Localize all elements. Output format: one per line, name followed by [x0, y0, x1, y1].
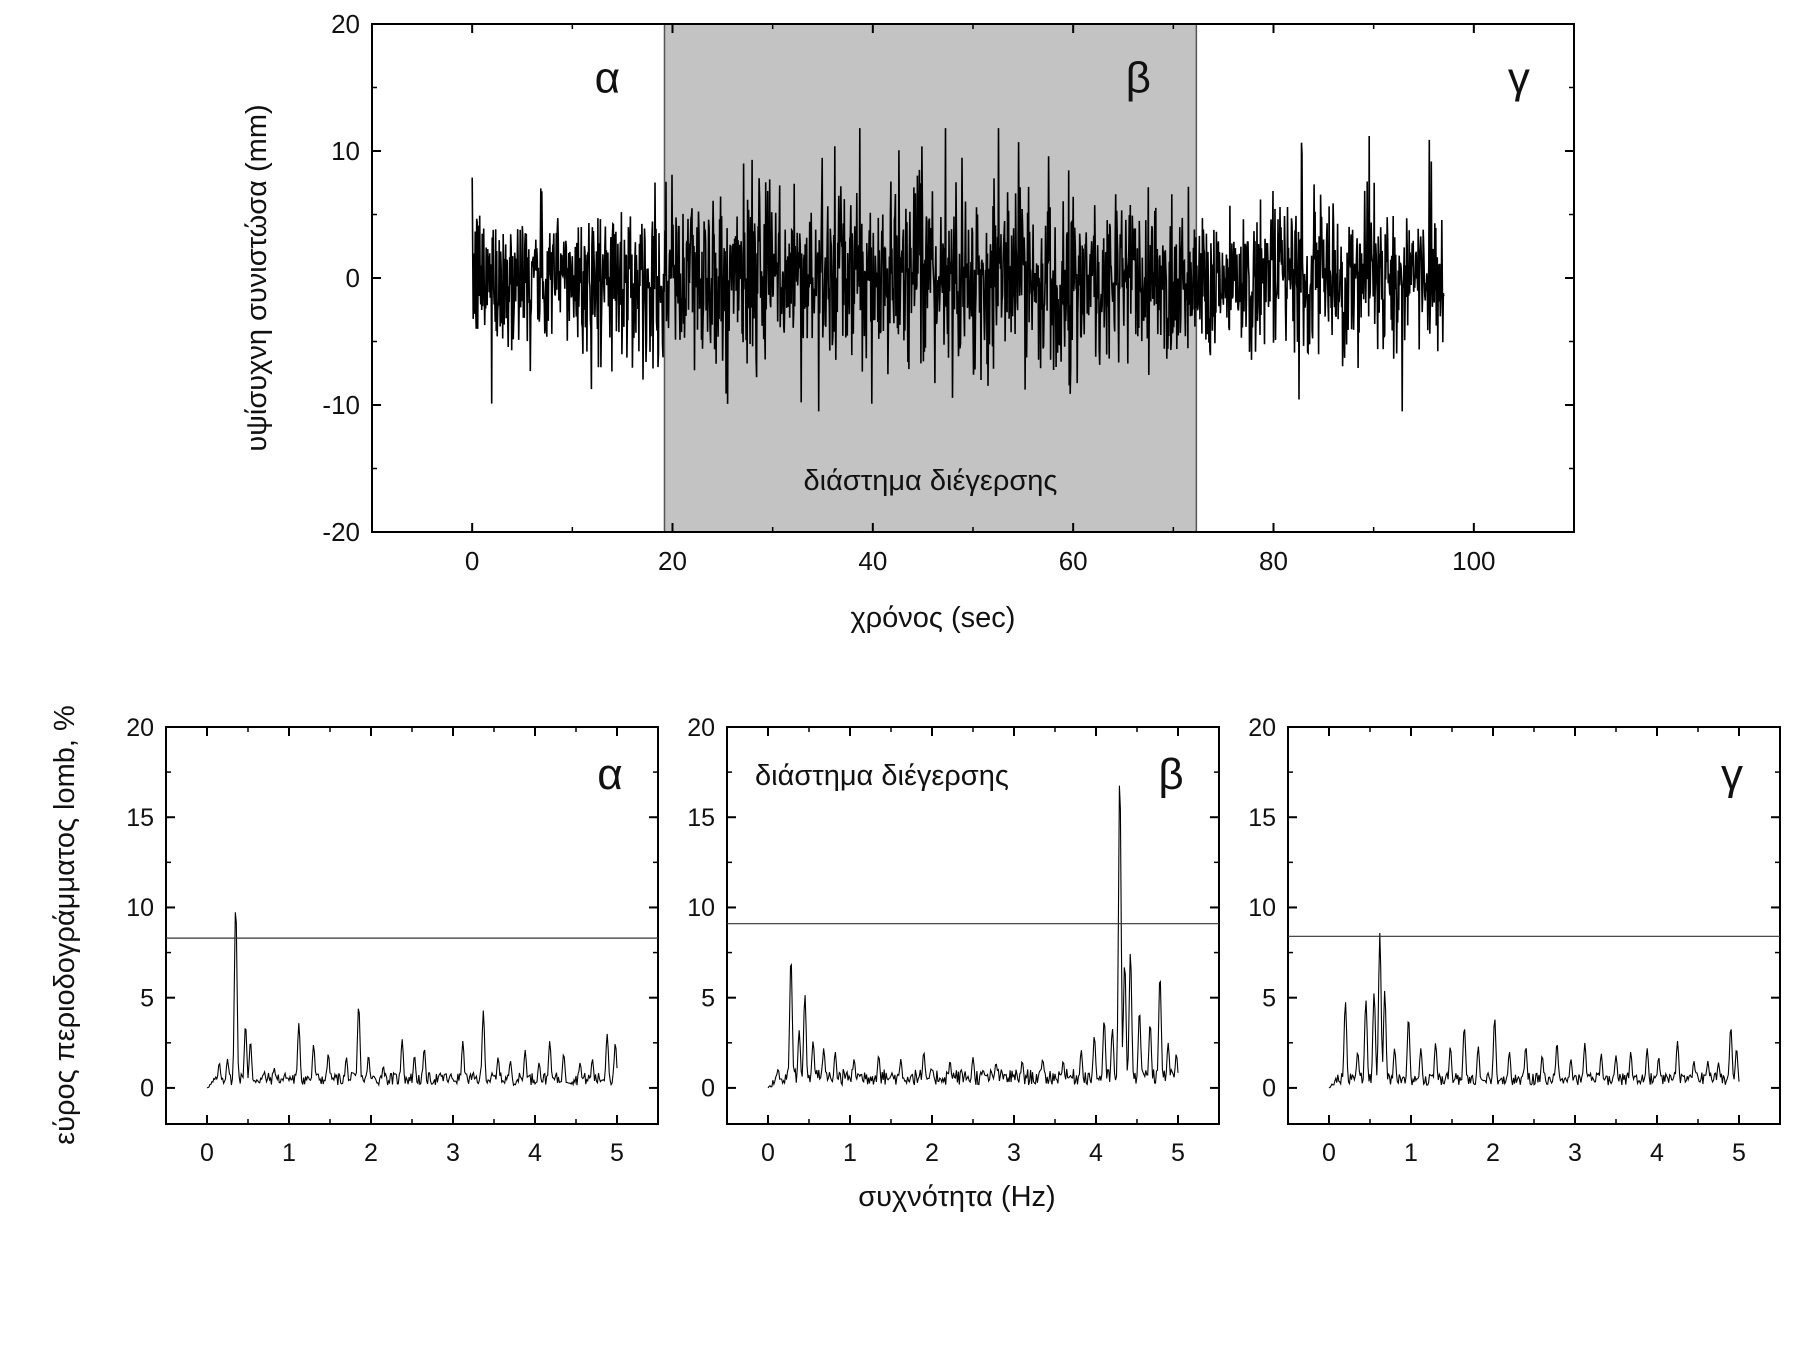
p3-xtick-label: 2 — [1486, 1139, 1500, 1167]
time-series-trace — [471, 128, 1445, 412]
p1-xtick-label: 2 — [364, 1139, 378, 1167]
p1-xtick-label: 1 — [282, 1139, 296, 1167]
p2-xtick-label: 3 — [1007, 1139, 1021, 1167]
region-label-beta: β — [1126, 54, 1151, 103]
top-ytick-label: -10 — [322, 390, 360, 420]
time-series-axes: 0 20 40 60 80 100 -20 -10 0 10 20 — [322, 9, 1575, 576]
periodogram-amplitude-axis-label: εύρος περιοδογράμματος lomb, % — [49, 705, 81, 1145]
top-xtick-label: 60 — [1059, 546, 1088, 576]
periodogram-panel-alpha: 0 1 2 3 4 5 0 5 10 15 20 α — [126, 714, 659, 1167]
p1-ytick-label: 5 — [140, 984, 154, 1012]
p2-ytick-label: 20 — [687, 714, 715, 742]
p1-ytick-label: 15 — [126, 804, 154, 832]
periodogram-gamma-axes: 0 1 2 3 4 5 0 5 10 15 20 — [1248, 714, 1781, 1167]
p1-ytick-label: 0 — [140, 1075, 154, 1103]
p1-xtick-label: 4 — [528, 1139, 542, 1167]
p3-xtick-label: 1 — [1404, 1139, 1418, 1167]
p3-ytick-label: 15 — [1248, 804, 1276, 832]
top-ytick-label: 20 — [331, 9, 360, 39]
p3-ytick-label: 5 — [1262, 984, 1276, 1012]
top-xtick-label: 40 — [858, 546, 887, 576]
time-axis-label: χρόνος (sec) — [850, 602, 1015, 634]
top-xtick-label: 0 — [465, 546, 479, 576]
top-ytick-label: -20 — [322, 517, 360, 547]
top-ytick-label: 0 — [346, 263, 360, 293]
periodogram-panel-beta: 0 1 2 3 4 5 0 5 10 15 20 β διάστημα διέγερσης — [687, 714, 1220, 1167]
p3-xtick-label: 5 — [1732, 1139, 1746, 1167]
p1-xtick-label: 3 — [446, 1139, 460, 1167]
p3-xtick-label: 4 — [1650, 1139, 1664, 1167]
p2-xtick-label: 1 — [843, 1139, 857, 1167]
p3-ytick-label: 10 — [1248, 894, 1276, 922]
p2-ytick-label: 0 — [701, 1075, 715, 1103]
periodogram-gamma-letter: γ — [1721, 750, 1743, 799]
periodogram-beta-letter: β — [1158, 750, 1183, 799]
periodogram-alpha-axes: 0 1 2 3 4 5 0 5 10 15 20 — [126, 714, 659, 1167]
p1-xtick-label: 0 — [200, 1139, 214, 1167]
periodogram-beta-line — [767, 785, 1179, 1089]
p1-frame — [165, 726, 659, 1125]
p2-ytick-label: 15 — [687, 804, 715, 832]
top-xtick-label: 100 — [1452, 546, 1495, 576]
p3-xtick-label: 3 — [1568, 1139, 1582, 1167]
time-series-line — [471, 128, 1445, 412]
p3-ytick-label: 20 — [1248, 714, 1276, 742]
high-frequency-axis-label: υψίσυχνη συνιστώσα (mm) — [241, 104, 273, 451]
p1-ytick-label: 10 — [126, 894, 154, 922]
p2-xtick-label: 0 — [761, 1139, 775, 1167]
region-label-alpha: α — [595, 54, 620, 103]
periodogram-panel-gamma: 0 1 2 3 4 5 0 5 10 15 20 γ — [1248, 714, 1781, 1167]
time-series-panel: 0 20 40 60 80 100 -20 -10 0 10 20 διάστημα διέγερσ… — [241, 9, 1575, 634]
top-ytick-label: 10 — [331, 136, 360, 166]
top-xtick-label: 80 — [1259, 546, 1288, 576]
periodogram-alpha-letter: α — [597, 750, 622, 799]
periodogram-gamma-line — [1328, 932, 1740, 1089]
excitation-interval-label: διάστημα διέγερσης — [804, 465, 1058, 497]
frequency-axis-label: συχνότητα (Hz) — [858, 1181, 1055, 1213]
p1-xtick-label: 5 — [610, 1139, 624, 1167]
p3-frame — [1287, 726, 1781, 1125]
periodogram-alpha-line — [206, 912, 618, 1089]
p2-ytick-label: 10 — [687, 894, 715, 922]
p1-ytick-label: 20 — [126, 714, 154, 742]
p3-xtick-label: 0 — [1322, 1139, 1336, 1167]
p2-ytick-label: 5 — [701, 984, 715, 1012]
p2-xtick-label: 5 — [1171, 1139, 1185, 1167]
region-label-gamma: γ — [1508, 54, 1530, 103]
p2-xtick-label: 2 — [925, 1139, 939, 1167]
top-xtick-label: 20 — [658, 546, 687, 576]
periodogram-beta-annotation: διάστημα διέγερσης — [755, 760, 1009, 792]
p3-ytick-label: 0 — [1262, 1075, 1276, 1103]
p2-xtick-label: 4 — [1089, 1139, 1103, 1167]
periodogram-beta-axes: 0 1 2 3 4 5 0 5 10 15 20 — [687, 714, 1220, 1167]
